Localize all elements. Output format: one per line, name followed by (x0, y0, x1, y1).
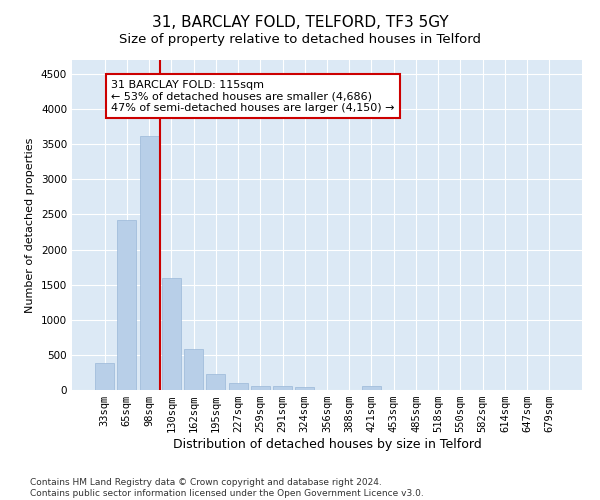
Y-axis label: Number of detached properties: Number of detached properties (25, 138, 35, 312)
Bar (162, 278, 181, 390)
Bar (184, 348, 203, 390)
Text: Contains HM Land Registry data © Crown copyright and database right 2024.
Contai: Contains HM Land Registry data © Crown c… (30, 478, 424, 498)
Bar (273, 386, 292, 390)
X-axis label: Distribution of detached houses by size in Telford: Distribution of detached houses by size … (173, 438, 481, 451)
Text: 31, BARCLAY FOLD, TELFORD, TF3 5GY: 31, BARCLAY FOLD, TELFORD, TF3 5GY (152, 15, 448, 30)
Bar (140, 136, 158, 390)
Bar (206, 374, 225, 390)
Text: Size of property relative to detached houses in Telford: Size of property relative to detached ho… (119, 32, 481, 46)
Bar (95, 364, 114, 390)
Bar (362, 386, 381, 390)
Bar (229, 382, 248, 390)
Bar (295, 387, 314, 390)
Bar (118, 220, 136, 390)
Bar (251, 386, 270, 390)
Text: 31 BARCLAY FOLD: 115sqm
← 53% of detached houses are smaller (4,686)
47% of semi: 31 BARCLAY FOLD: 115sqm ← 53% of detache… (112, 80, 395, 113)
